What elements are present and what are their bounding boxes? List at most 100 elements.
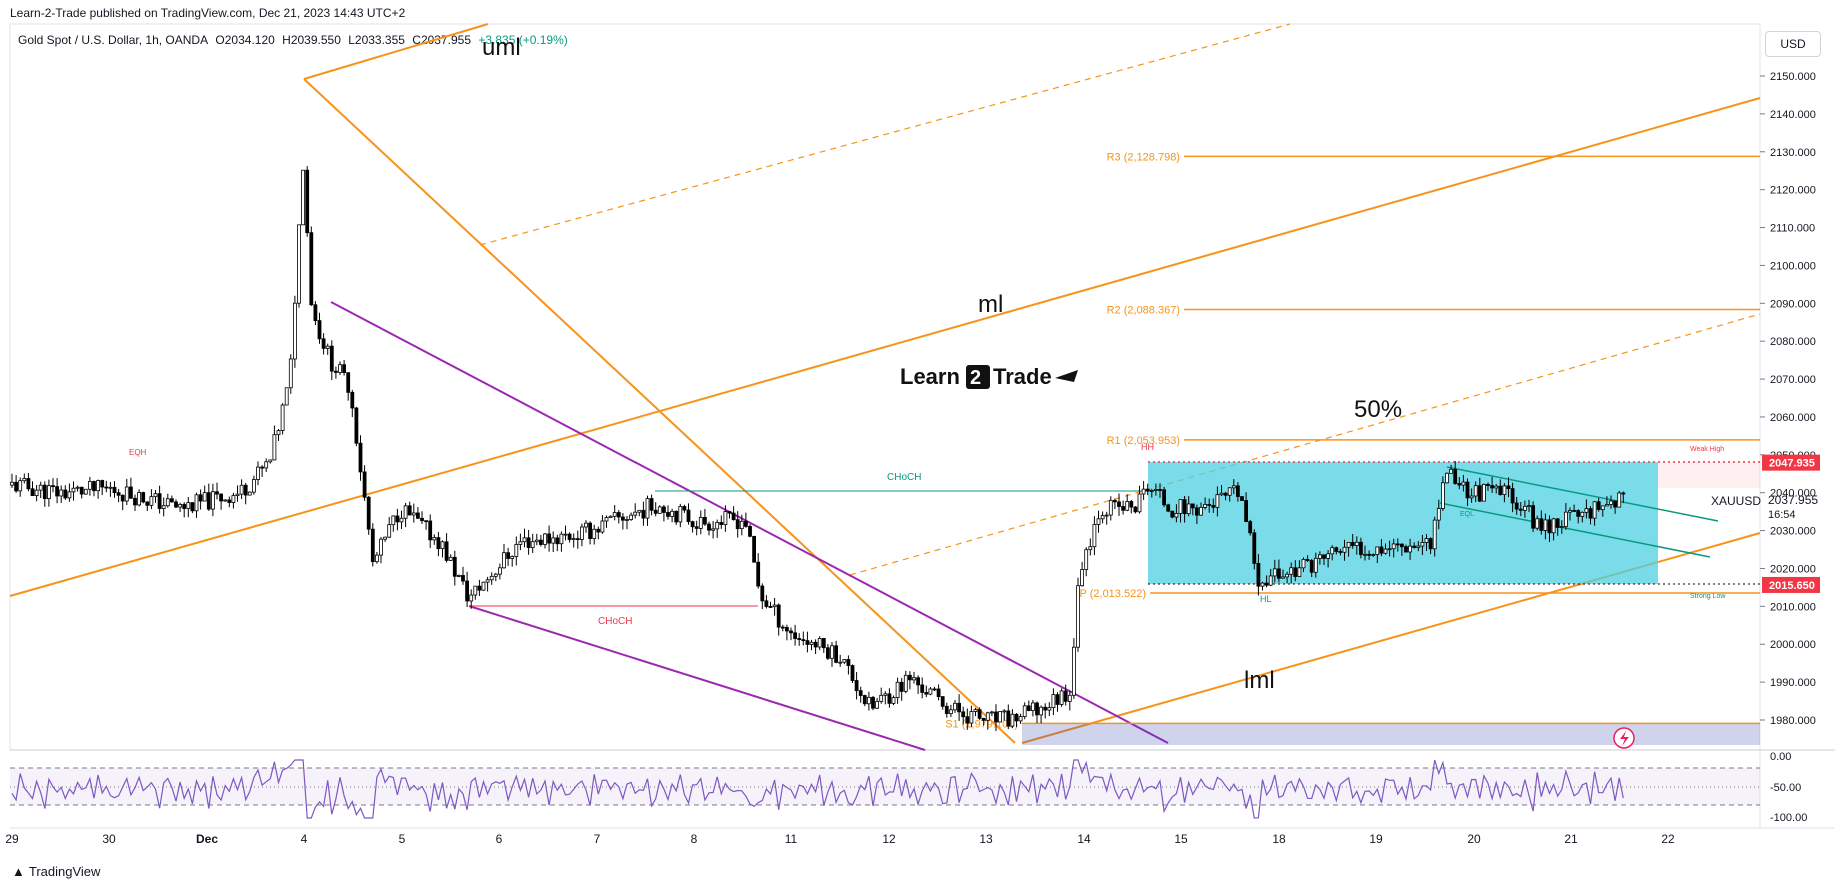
candle-body	[821, 638, 826, 649]
candle-body	[785, 627, 789, 632]
candle-body	[1309, 560, 1314, 573]
candle-body	[383, 536, 388, 540]
candle-body	[1490, 485, 1494, 489]
candle-body	[903, 674, 908, 692]
candle-body	[957, 702, 961, 713]
candle-body	[965, 716, 970, 724]
eqh-label: EQH	[129, 448, 147, 457]
candle-body	[1215, 494, 1220, 508]
candle-body	[616, 512, 621, 518]
candle-body	[342, 364, 347, 374]
price-tick-label: 2150.000	[1770, 71, 1816, 83]
price-tick-label: 2070.000	[1770, 374, 1816, 386]
time-axis[interactable]: 29 30 Dec 4 5 6 7 8 11 12 13 14 15 18 19 20 21 22	[5, 832, 1675, 846]
lightning-alert-icon[interactable]	[1613, 727, 1635, 749]
candle-body	[1592, 501, 1597, 519]
candle-body	[1051, 694, 1056, 708]
price-chart[interactable]: Learn 2 Trade R3 (2,128.798) R2 (2,088.36…	[0, 0, 1835, 858]
candle-body	[116, 492, 121, 496]
candle-body	[879, 694, 884, 702]
candle-body	[473, 585, 478, 596]
candle-body	[14, 481, 19, 492]
time-tick-label: 20	[1467, 832, 1481, 846]
candle-body	[268, 459, 273, 463]
currency-button[interactable]: USD	[1765, 31, 1821, 57]
candle-body	[424, 520, 429, 523]
candle-body	[297, 224, 301, 304]
time-tick-label: 15	[1174, 832, 1188, 846]
candle-body	[1092, 524, 1097, 548]
candle-body	[42, 484, 47, 499]
candle-body	[1211, 505, 1216, 508]
hh-label: HH	[1141, 442, 1154, 452]
strong-low-label: Strong Low	[1690, 593, 1726, 600]
candle-body	[243, 484, 248, 496]
candle-body	[916, 677, 920, 686]
candle-body	[59, 489, 64, 497]
candle-body	[1371, 554, 1376, 556]
candle-body	[698, 516, 703, 529]
candle-body	[1400, 543, 1404, 548]
candle-body	[153, 493, 158, 498]
candle-body	[1428, 538, 1433, 550]
candle-body	[1391, 543, 1396, 550]
candle-body	[469, 594, 474, 602]
candle-body	[10, 481, 14, 486]
candle-body	[128, 486, 133, 499]
price-tick-label: 2060.000	[1770, 412, 1816, 424]
candle-body	[748, 526, 752, 537]
symbol-legend: Gold Spot / U.S. Dollar, 1h, OANDA O2034…	[18, 33, 572, 47]
change-value: +3.835 (+0.19%)	[478, 33, 568, 47]
candle-body	[932, 688, 937, 691]
candle-body	[325, 345, 330, 349]
candle-body	[780, 626, 785, 629]
candle-body	[953, 702, 957, 711]
candlestick-series	[10, 166, 1626, 732]
candle-body	[530, 541, 535, 548]
candle-body	[18, 480, 23, 492]
candle-body	[637, 509, 642, 513]
time-tick-label: 11	[785, 832, 798, 846]
candle-body	[276, 430, 281, 436]
candle-body	[231, 495, 236, 503]
candle-body	[1363, 553, 1367, 556]
candle-body	[190, 502, 195, 512]
candle-body	[403, 505, 408, 519]
candle-body	[210, 491, 215, 510]
wedge-lower-line	[468, 605, 926, 751]
tradingview-logo[interactable]: ▲ TradingView	[12, 864, 100, 879]
bar-countdown: 16:54	[1768, 509, 1796, 521]
candle-body	[694, 526, 699, 529]
candle-body	[63, 489, 68, 499]
candle-body	[891, 697, 896, 704]
candle-body	[75, 486, 80, 489]
svg-text:Learn: Learn	[900, 364, 960, 389]
candle-body	[674, 510, 679, 523]
candle-body	[1031, 702, 1035, 711]
channel-upper-line	[1446, 466, 1719, 522]
rsi-tick: -100.00	[1770, 812, 1807, 824]
candle-body	[1104, 514, 1109, 517]
candle-body	[407, 505, 412, 516]
candle-body	[575, 538, 580, 541]
candle-body	[1002, 710, 1007, 713]
candle-body	[756, 561, 761, 587]
candle-body	[1510, 488, 1515, 504]
candle-body	[288, 358, 293, 389]
candle-body	[1551, 518, 1556, 534]
candle-body	[178, 504, 183, 508]
candle-body	[1072, 646, 1076, 696]
candle-body	[715, 522, 720, 530]
price-axis[interactable]: 2150.000 2140.000 2130.000 2120.000 2110.000…	[1760, 71, 1816, 727]
candle-body	[768, 606, 773, 608]
symbol-title: Gold Spot / U.S. Dollar, 1h, OANDA	[18, 33, 209, 47]
candle-body	[899, 681, 904, 692]
candle-body	[826, 647, 830, 659]
candle-body	[1441, 482, 1445, 509]
candle-body	[1096, 518, 1101, 525]
candle-body	[79, 486, 84, 495]
candle-body	[493, 573, 498, 577]
wedge-upper-line	[330, 301, 1169, 744]
low-value: L2033.355	[348, 33, 405, 47]
candle-body	[1055, 694, 1060, 705]
